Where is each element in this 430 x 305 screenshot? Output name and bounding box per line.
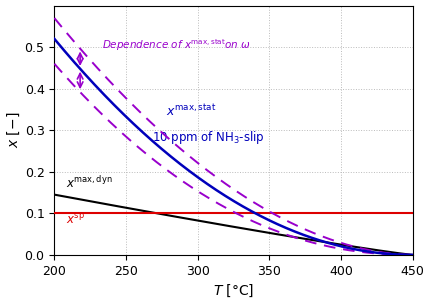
Text: Dependence of $x^{\rm max,stat}$on $\omega$: Dependence of $x^{\rm max,stat}$on $\ome… <box>101 37 251 53</box>
Text: $x^{\rm max,dyn}$: $x^{\rm max,dyn}$ <box>66 175 112 192</box>
Text: 10 ppm of NH$_3$-slip: 10 ppm of NH$_3$-slip <box>152 129 264 145</box>
Text: $x^{\rm max,stat}$: $x^{\rm max,stat}$ <box>166 103 216 119</box>
X-axis label: $T$ [°C]: $T$ [°C] <box>213 283 254 300</box>
Text: $x^{\rm sp}$: $x^{\rm sp}$ <box>66 213 85 227</box>
Y-axis label: $x$ $[\mathrm{-}]$: $x$ $[\mathrm{-}]$ <box>6 112 22 149</box>
